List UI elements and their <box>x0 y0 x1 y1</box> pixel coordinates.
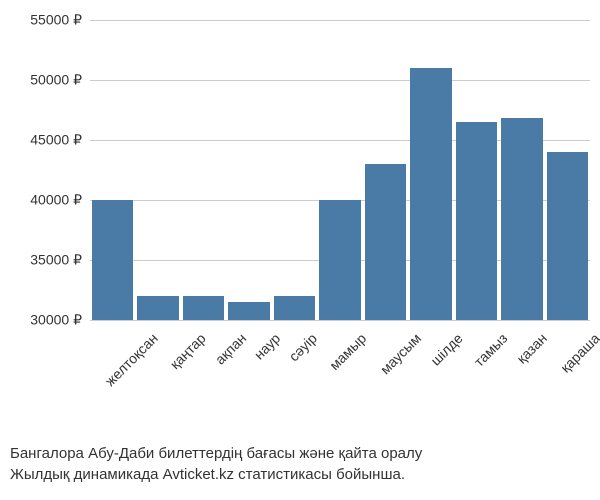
y-tick-label: 55000 ₽ <box>30 12 82 29</box>
x-tick-label: тамыз <box>471 330 511 370</box>
x-tick-label: мамыр <box>326 330 369 373</box>
bar <box>228 302 269 320</box>
x-tick-label: наур <box>251 330 284 363</box>
plot-area <box>90 20 590 320</box>
caption-line-2: Жылдық динамикада Avticket.kz статистика… <box>10 464 590 485</box>
y-tick-label: 45000 ₽ <box>30 132 82 149</box>
gridline <box>90 320 590 321</box>
chart-caption: Бангалора Абу-Даби билеттердің бағасы жә… <box>10 443 590 485</box>
x-tick-label: сәуір <box>286 330 320 364</box>
caption-line-1: Бангалора Абу-Даби билеттердің бағасы жә… <box>10 443 590 464</box>
y-tick-label: 40000 ₽ <box>30 192 82 209</box>
y-tick-label: 50000 ₽ <box>30 72 82 89</box>
bar <box>365 164 406 320</box>
x-tick-label: маусым <box>377 330 424 377</box>
x-tick-label: қараша <box>557 330 600 376</box>
bar <box>137 296 178 320</box>
x-tick-label: қазан <box>514 330 551 367</box>
y-tick-label: 30000 ₽ <box>30 312 82 329</box>
bar <box>410 68 451 320</box>
x-tick-label: ақпан <box>212 330 249 367</box>
y-tick-label: 35000 ₽ <box>30 252 82 269</box>
bar <box>274 296 315 320</box>
x-axis: желтоқсанқаңтарақпаннаурсәуірмамырмаусым… <box>90 325 590 341</box>
chart-container: 30000 ₽ 35000 ₽ 40000 ₽ 45000 ₽ 50000 ₽ 55000… <box>10 10 590 370</box>
bar <box>547 152 588 320</box>
bars-group <box>90 20 590 320</box>
x-tick-label: желтоқсан <box>102 330 161 389</box>
bar <box>501 118 542 320</box>
bar <box>456 122 497 320</box>
bar <box>319 200 360 320</box>
bar <box>183 296 224 320</box>
x-tick-label: қаңтар <box>166 330 208 372</box>
x-tick-label: шілде <box>428 330 467 369</box>
y-axis: 30000 ₽35000 ₽40000 ₽45000 ₽50000 ₽55000… <box>10 20 90 320</box>
bar <box>92 200 133 320</box>
